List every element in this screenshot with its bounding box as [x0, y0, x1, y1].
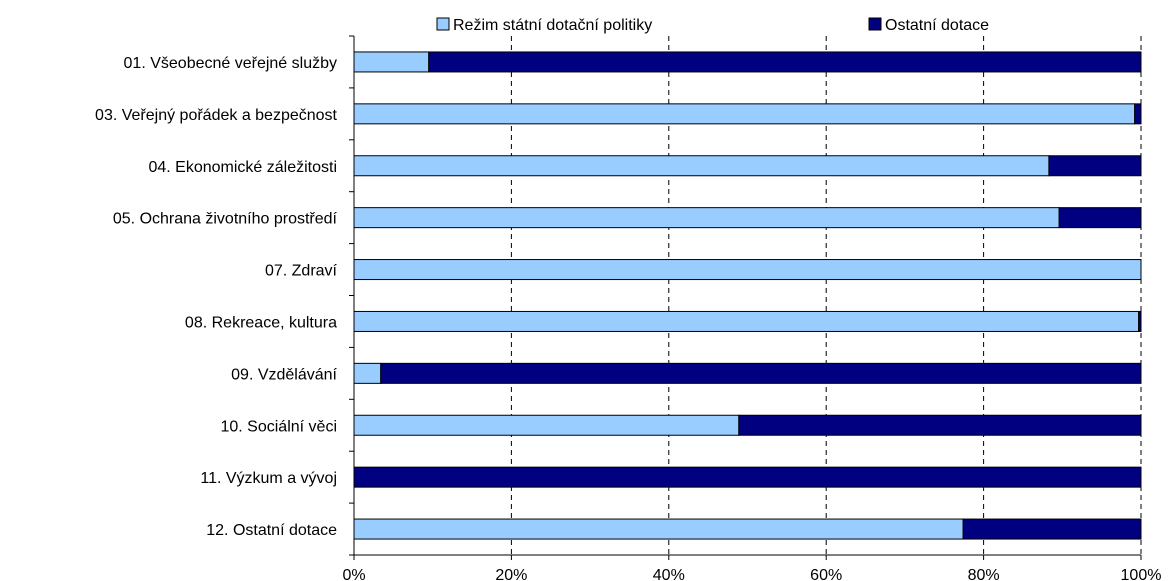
x-tick-labels: 0% 20% 40% 60% 80% 100%	[342, 567, 1161, 581]
bar-segment-0-0	[353, 51, 430, 73]
legend-swatch-0	[436, 17, 450, 31]
category-label-1: 03. Veřejný pořádek a bezpečnost	[95, 107, 338, 124]
bar-segment-5-1	[1138, 310, 1142, 332]
bar-segment-3-0	[353, 207, 1060, 229]
bar-segment-7-1	[738, 414, 1142, 436]
category-label-4: 07. Zdraví	[265, 263, 338, 280]
bar-segment-0-1	[428, 51, 1142, 73]
x-tick-label-0: 0%	[342, 567, 365, 581]
legend: Režim státní dotační politiky Ostatní do…	[436, 17, 989, 34]
x-tick-label-1: 20%	[495, 567, 527, 581]
category-label-3: 05. Ochrana životního prostředí	[113, 211, 338, 228]
x-tick-label-2: 40%	[653, 567, 685, 581]
legend-swatch-1	[868, 17, 882, 31]
bar-segment-2-0	[353, 155, 1050, 177]
bar-segment-3-1	[1058, 207, 1142, 229]
legend-label-0: Režim státní dotační politiky	[453, 17, 652, 34]
legend-item-1: Ostatní dotace	[868, 17, 989, 34]
bar-segment-6-0	[353, 362, 382, 384]
bar-segment-5-0	[353, 310, 1140, 332]
x-tick-label-5: 100%	[1121, 567, 1162, 581]
category-labels: 01. Všeobecné veřejné služby 03. Veřejný …	[95, 55, 338, 539]
bar-segment-7-0	[353, 414, 740, 436]
bar-segment-1-1	[1134, 103, 1142, 125]
bars	[353, 51, 1142, 540]
bar-segment-2-1	[1048, 155, 1142, 177]
category-label-2: 04. Ekonomické záležitosti	[148, 159, 337, 176]
legend-item-0: Režim státní dotační politiky	[436, 17, 652, 34]
axes	[349, 35, 1142, 560]
category-label-5: 08. Rekreace, kultura	[185, 314, 337, 331]
bar-segment-1-0	[353, 103, 1136, 125]
category-label-0: 01. Všeobecné veřejné služby	[124, 55, 337, 72]
category-label-8: 11. Výzkum a vývoj	[200, 470, 337, 487]
bar-segment-9-1	[962, 518, 1142, 540]
x-tick-label-4: 80%	[968, 567, 1000, 581]
x-tick-label-3: 60%	[810, 567, 842, 581]
bar-segment-8-1	[353, 466, 1142, 488]
category-label-9: 12. Ostatní dotace	[206, 522, 337, 539]
category-label-6: 09. Vzdělávání	[231, 366, 337, 383]
legend-label-1: Ostatní dotace	[885, 17, 989, 34]
bar-segment-4-0	[353, 259, 1142, 281]
bar-segment-9-0	[353, 518, 964, 540]
category-label-7: 10. Sociální věci	[220, 418, 337, 435]
bar-segment-6-1	[380, 362, 1142, 384]
